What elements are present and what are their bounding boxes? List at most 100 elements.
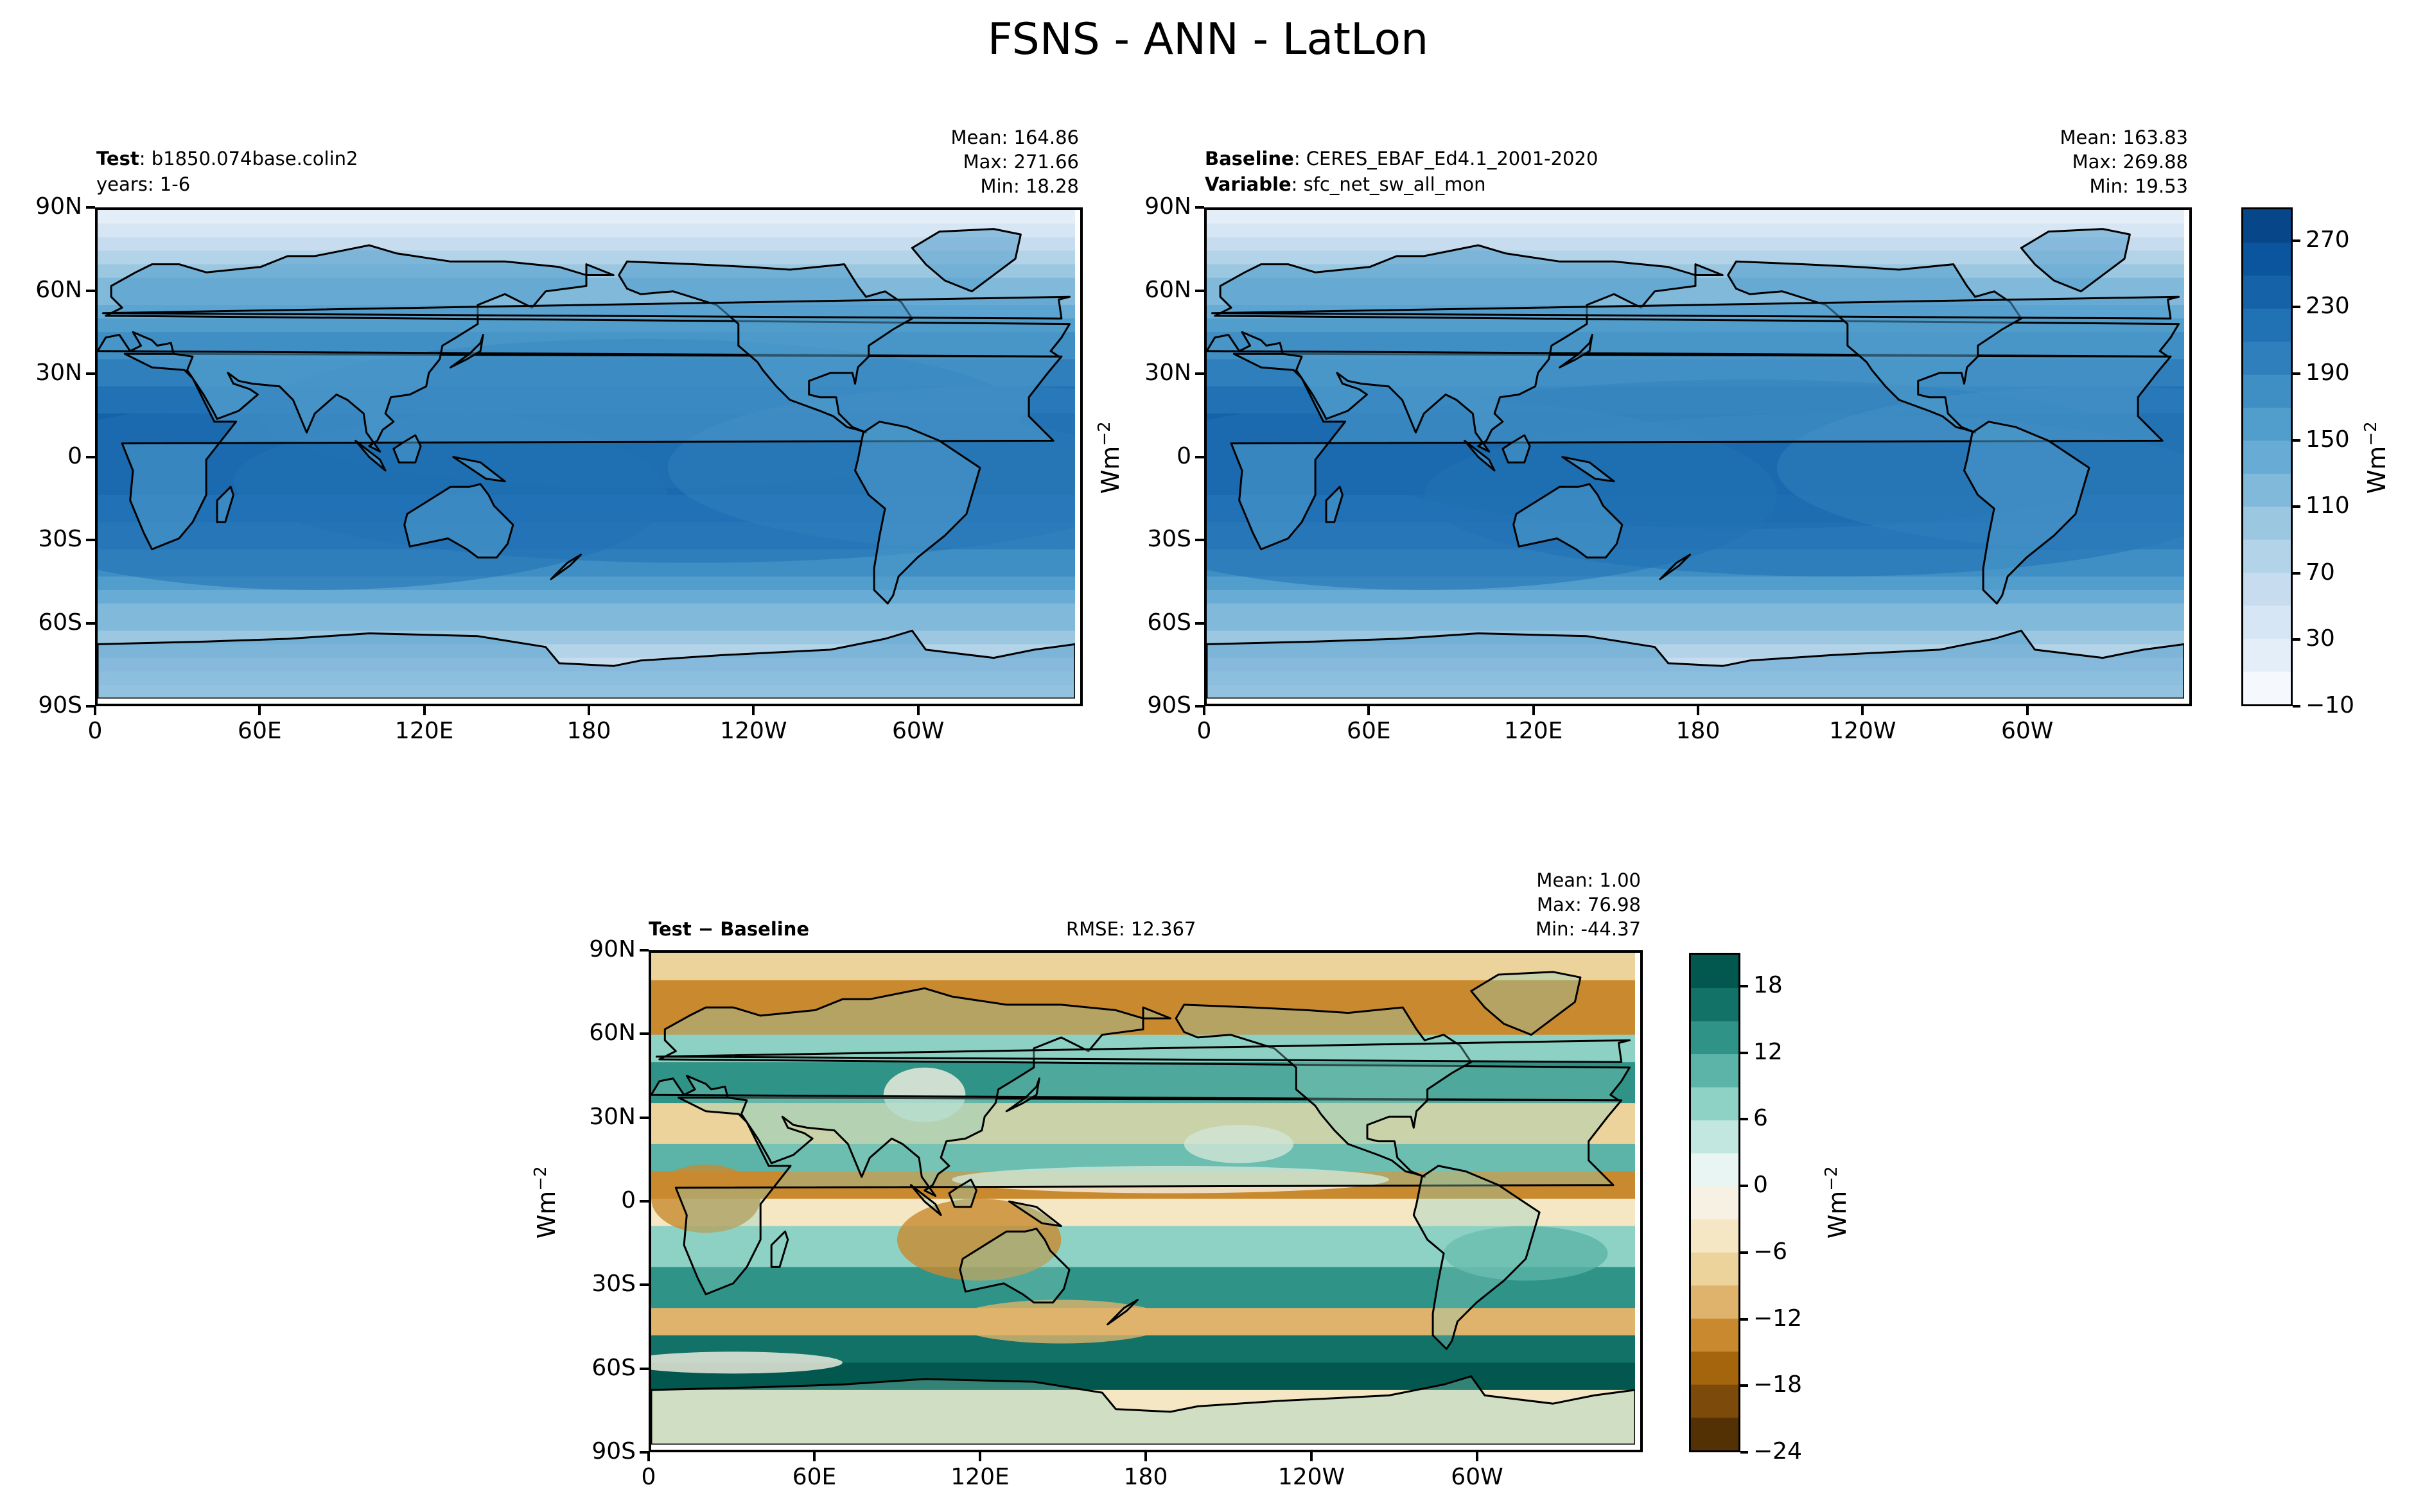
y-tick-label: 30S <box>591 1271 636 1298</box>
colorbar-tick-label: 110 <box>2306 492 2350 519</box>
colorbar-tick-mark <box>1740 1317 1748 1321</box>
coastline-borneo <box>948 1178 977 1208</box>
y-tick-label: 30S <box>38 526 82 552</box>
x-tick-label: 180 <box>566 718 611 744</box>
coastline-nz <box>1107 1299 1139 1326</box>
colorbar-segment <box>1691 1417 1738 1451</box>
colorbar-segment <box>1691 1219 1738 1253</box>
baseline-stats: Mean: 163.83 Max: 269.88 Min: 19.53 <box>1938 125 2188 198</box>
field-band <box>651 1376 1635 1391</box>
colorbar-segment <box>1691 1252 1738 1286</box>
colorbar-segment <box>2243 374 2291 408</box>
field-band <box>651 1362 1635 1377</box>
colorbar-tick-mark <box>2293 705 2300 708</box>
x-tick-mark <box>423 706 426 715</box>
field-band <box>98 223 1075 238</box>
diff-blob <box>897 1199 1062 1281</box>
x-tick-mark <box>752 706 755 715</box>
x-tick-mark <box>979 1452 981 1461</box>
coastline-australia <box>1512 483 1624 559</box>
diff-mean: Mean: 1.00 <box>1536 869 1641 891</box>
colorbar-tick-label: 12 <box>1753 1038 1783 1065</box>
field-band <box>1207 223 2184 238</box>
y-tick-label: 60N <box>35 276 82 303</box>
colorbar-segment <box>2243 473 2291 507</box>
colorbar-tick-mark <box>1740 984 1748 987</box>
x-tick-mark <box>1861 706 1864 715</box>
baseline-map <box>1204 207 2192 706</box>
field-band <box>651 1239 1635 1254</box>
x-tick-mark <box>1367 706 1370 715</box>
colorbar-tick-label: 30 <box>2306 625 2335 652</box>
colorbar-tick-mark <box>1740 1251 1748 1254</box>
colorbar-tick-mark <box>2293 239 2300 242</box>
x-tick-mark <box>1144 1452 1147 1461</box>
baseline-max: Max: 269.88 <box>2072 151 2188 173</box>
coastline-sumatra <box>355 439 387 472</box>
colorbar-tick-mark <box>2293 372 2300 375</box>
y-tick-mark <box>1195 621 1204 625</box>
colorbar-segment <box>2243 275 2291 309</box>
field-band <box>651 1389 1635 1404</box>
field-band <box>651 1117 1635 1131</box>
colorbar-tick-mark <box>1740 1118 1748 1121</box>
field-band <box>98 617 1075 631</box>
coastline-greenland <box>911 228 1022 293</box>
top-colorbar-label: Wm−2 <box>2361 421 2391 494</box>
y-tick-mark <box>86 539 95 541</box>
baseline-ylabel: Wm−2 <box>1095 421 1125 494</box>
diff-colorbar <box>1689 953 1740 1452</box>
colorbar-svg <box>1691 955 1738 1451</box>
field-band <box>651 1158 1635 1172</box>
colorbar-segment <box>1691 955 1738 989</box>
field-band <box>651 1226 1635 1240</box>
colorbar-segment <box>1691 1020 1738 1054</box>
y-tick-label: 60S <box>38 609 82 636</box>
diff-blob <box>1184 1125 1294 1163</box>
colorbar-tick-mark <box>2293 439 2300 442</box>
coastline-seasia <box>1694 263 1724 276</box>
y-tick-mark <box>640 1451 649 1454</box>
field-band <box>651 1335 1635 1350</box>
colorbar-segment <box>1691 987 1738 1021</box>
x-tick-label: 60W <box>2000 718 2054 744</box>
coastline-eurasia <box>98 244 1071 453</box>
baseline-label-bold: Baseline <box>1205 148 1294 169</box>
y-tick-label: 0 <box>1177 442 1191 469</box>
diff-blob <box>651 1351 843 1374</box>
field-band <box>651 1280 1635 1295</box>
colorbar-segment <box>1691 1152 1738 1186</box>
y-tick-mark <box>640 1032 649 1036</box>
field-band <box>651 1294 1635 1308</box>
field-band <box>1207 210 2184 224</box>
coastline-nz <box>550 553 582 580</box>
x-tick-mark <box>813 1452 816 1461</box>
colorbar-tick-label: −12 <box>1753 1305 1802 1332</box>
coastline-samerica <box>1412 1165 1541 1350</box>
colorbar-svg <box>2243 209 2291 705</box>
y-tick-mark <box>86 289 95 292</box>
top-colorbar <box>2241 207 2293 706</box>
coastline-seasia <box>1142 1006 1172 1020</box>
field-band <box>651 1034 1635 1049</box>
test-label: Test: b1850.074base.colin2 <box>96 146 358 171</box>
colorbar-tick-label: 230 <box>2306 293 2350 320</box>
y-tick-label: 90N <box>1144 193 1191 220</box>
coastline-japan <box>1559 334 1593 369</box>
test-label-text: : b1850.074base.colin2 <box>139 148 358 169</box>
colorbar-tick-mark <box>1740 1185 1748 1188</box>
field-band <box>651 980 1635 995</box>
baseline-label: Baseline: CERES_EBAF_Ed4.1_2001-2020 <box>1205 146 1598 171</box>
colorbar-tick-mark <box>1740 1451 1748 1454</box>
coastline-antarctica <box>1207 629 2184 699</box>
coastline-borneo <box>1501 434 1531 464</box>
map-svg <box>651 953 1635 1445</box>
y-tick-mark <box>1195 206 1204 209</box>
colorbar-segment <box>1691 1186 1738 1220</box>
colorbar-tick-label: 0 <box>1753 1172 1768 1199</box>
x-tick-mark <box>1310 1452 1313 1461</box>
coastline-uk <box>1211 295 2180 320</box>
y-tick-mark <box>1195 372 1204 375</box>
figure-title: FSNS - ANN - LatLon <box>987 14 1429 65</box>
field-band <box>98 589 1075 604</box>
